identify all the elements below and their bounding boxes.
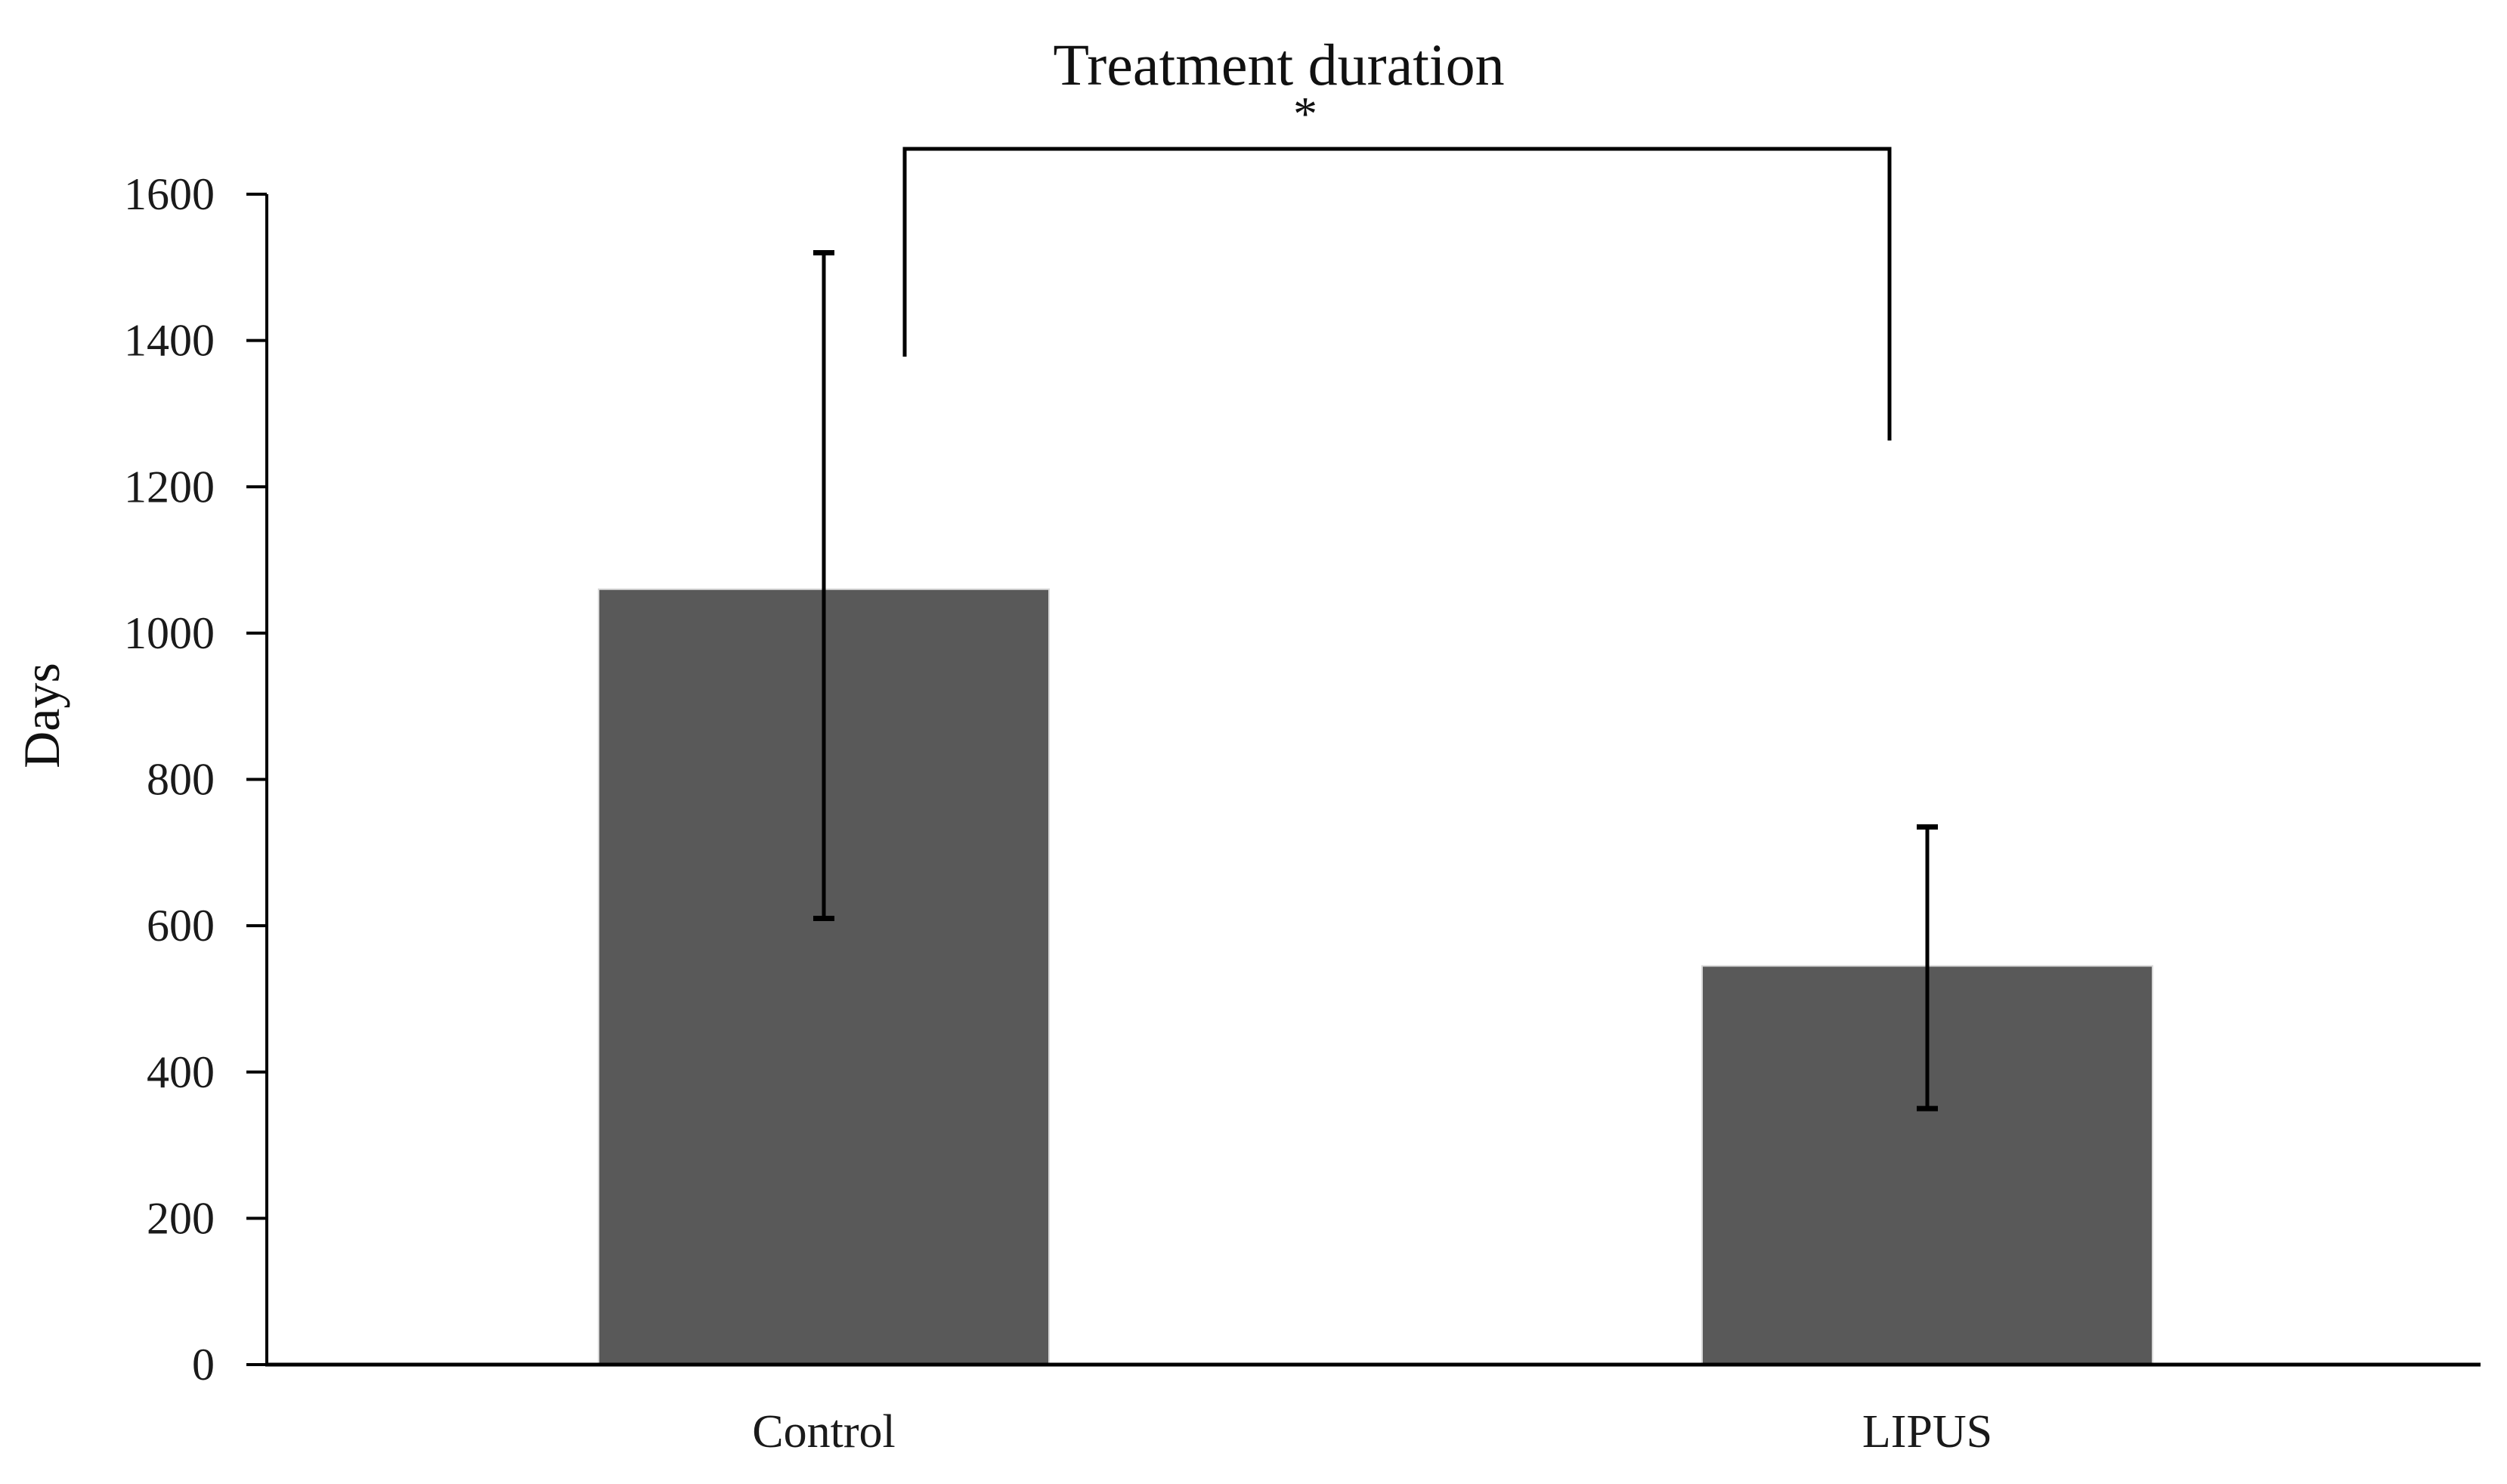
y-tick-label-1200: 1200: [124, 462, 215, 512]
y-tick-label-0: 0: [192, 1340, 215, 1390]
significance-bracket: [902, 147, 1892, 441]
y-tick-label-1400: 1400: [124, 316, 215, 366]
chart-title: Treatment duration: [1053, 32, 1504, 97]
y-tick-label-1600: 1600: [124, 169, 215, 219]
y-tick-label-800: 800: [147, 755, 215, 805]
x-category-label-lipus: LIPUS: [1862, 1406, 1992, 1458]
y-axis-group: 0 200 400 600 800 1000 1200 1400 1600: [124, 169, 268, 1390]
y-axis-title: Days: [13, 663, 70, 768]
y-tick-label-200: 200: [147, 1193, 215, 1243]
x-category-label-control: Control: [752, 1406, 895, 1458]
significance-group: *: [902, 87, 1892, 441]
y-tick-label-400: 400: [147, 1047, 215, 1097]
x-axis-group: Control LIPUS: [265, 1362, 2481, 1458]
y-tick-label-1000: 1000: [124, 608, 215, 658]
error-bars-group: [813, 249, 1938, 1111]
y-tick-label-600: 600: [147, 901, 215, 951]
bars-group: [598, 588, 2153, 1365]
significance-asterisk: *: [1293, 87, 1317, 141]
